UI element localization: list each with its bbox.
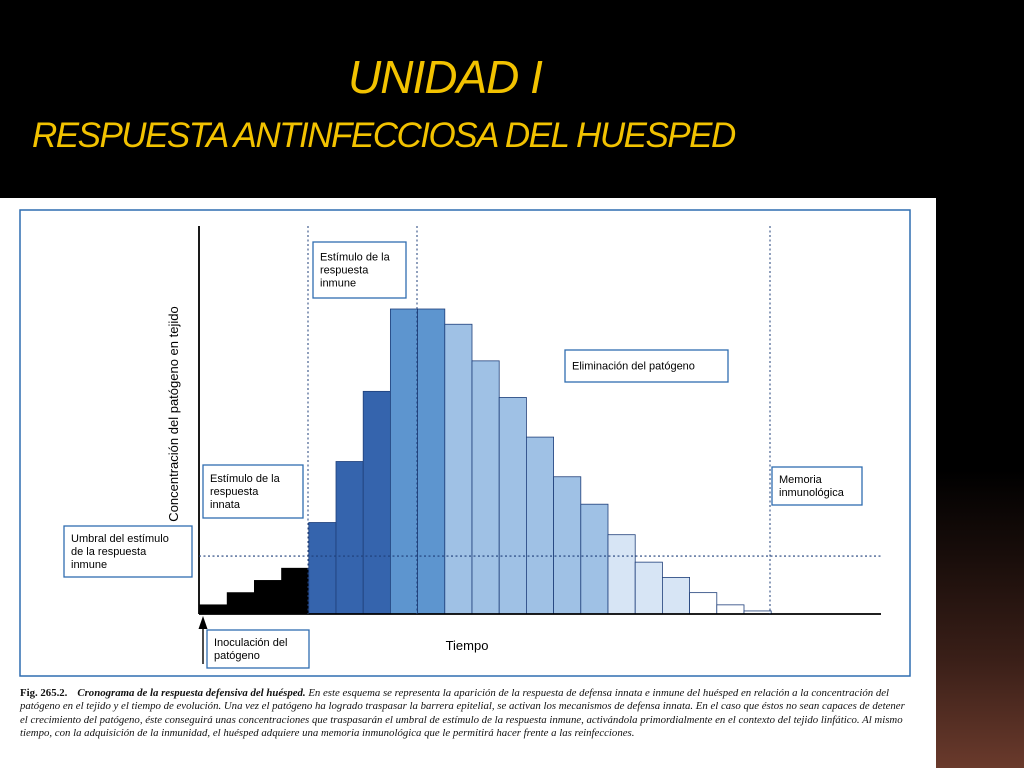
annotation-text: Eliminación del patógeno bbox=[572, 361, 695, 373]
bar-15 bbox=[580, 503, 609, 615]
x-axis-label: Tiempo bbox=[446, 638, 489, 653]
annotation-text: innata bbox=[210, 499, 241, 511]
caption-body: En este esquema se representa la aparici… bbox=[20, 687, 905, 740]
annotation-box bbox=[312, 241, 407, 299]
annotation-text: patógeno bbox=[214, 650, 260, 662]
bar-19 bbox=[689, 592, 718, 615]
annotation-box bbox=[564, 349, 729, 383]
bar-6 bbox=[335, 461, 364, 615]
bars-group bbox=[199, 308, 772, 615]
slide-title: UNIDAD I bbox=[348, 51, 543, 103]
annotation-text: Inoculación del bbox=[214, 637, 287, 649]
annotation-box bbox=[63, 525, 193, 578]
figure-caption: Fig. 265.2. Cronograma de la respuesta de… bbox=[20, 687, 912, 741]
bar-13 bbox=[526, 436, 555, 615]
bar-16 bbox=[607, 534, 636, 615]
annotation-box bbox=[206, 629, 310, 669]
bar-9 bbox=[417, 308, 446, 615]
caption-fig-label: Fig. 265.2. bbox=[20, 687, 68, 699]
bar-8 bbox=[389, 308, 418, 615]
bar-14 bbox=[553, 476, 582, 615]
y-axis-label: Concentración del patógeno en tejido bbox=[166, 306, 181, 521]
annotation-text: Memoria bbox=[779, 474, 823, 486]
bar-3 bbox=[253, 580, 282, 615]
caption-title: Cronograma de la respuesta defensiva del… bbox=[77, 687, 306, 699]
bar-5 bbox=[308, 522, 337, 615]
annotation-text: Estímulo de la bbox=[210, 473, 281, 485]
annotation-text: inmune bbox=[320, 278, 356, 290]
annotation-text: inmune bbox=[71, 559, 107, 571]
annotation-text: respuesta bbox=[320, 265, 369, 277]
slide-subtitle: RESPUESTA ANTINFECCIOSA DEL HUESPED bbox=[32, 116, 736, 155]
annotation-elimination: Eliminación del patógeno bbox=[564, 349, 729, 383]
annotation-text: inmunológica bbox=[779, 487, 845, 499]
bar-17 bbox=[634, 561, 663, 615]
bar-1 bbox=[199, 604, 228, 615]
bar-11 bbox=[471, 360, 500, 615]
inoculation-arrow bbox=[198, 616, 208, 664]
bar-10 bbox=[444, 323, 473, 615]
annotation-text: de la respuesta bbox=[71, 546, 147, 558]
bar-4 bbox=[281, 567, 310, 615]
annotation-text: respuesta bbox=[210, 486, 259, 498]
figure-panel: Estímulo de la respuesta innata Estímulo de… bbox=[0, 198, 936, 768]
annotation-text: Umbral del estímulo bbox=[71, 533, 169, 545]
bar-18 bbox=[662, 576, 691, 615]
bar-7 bbox=[362, 390, 391, 615]
annotation-text: Estímulo de la bbox=[320, 252, 391, 264]
annotation-box bbox=[202, 464, 304, 519]
bar-12 bbox=[498, 397, 527, 615]
bar-2 bbox=[226, 592, 255, 615]
bar-20 bbox=[716, 604, 745, 615]
annotation-box bbox=[771, 466, 863, 506]
